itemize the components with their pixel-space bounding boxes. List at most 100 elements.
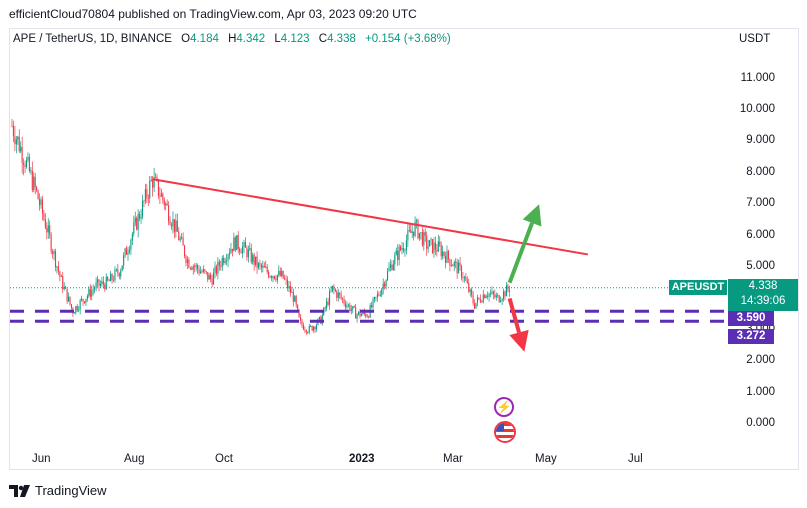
candle-body bbox=[353, 306, 355, 308]
candle-body bbox=[488, 293, 490, 297]
candle-body bbox=[102, 281, 104, 285]
candle-body bbox=[33, 176, 35, 190]
candle-body bbox=[417, 220, 419, 239]
candle-body bbox=[40, 199, 42, 205]
candle-body bbox=[371, 305, 373, 308]
candle-body bbox=[358, 311, 360, 315]
candle-body bbox=[350, 309, 352, 311]
candle-body bbox=[231, 248, 233, 252]
candle-body bbox=[433, 242, 435, 253]
candle-body bbox=[34, 176, 36, 188]
candle-body bbox=[400, 246, 402, 250]
candle-body bbox=[376, 294, 378, 298]
candle-body bbox=[98, 279, 100, 286]
candle-body bbox=[156, 177, 158, 180]
candle-body bbox=[11, 125, 13, 127]
candle-body bbox=[410, 230, 412, 233]
candle-body bbox=[273, 276, 275, 279]
candle-body bbox=[442, 251, 444, 257]
candle-body bbox=[379, 295, 381, 297]
candle-body bbox=[446, 250, 448, 263]
candle-body bbox=[305, 330, 307, 333]
candle-body bbox=[44, 219, 46, 229]
candle-body bbox=[307, 332, 309, 334]
candle-body bbox=[288, 285, 290, 289]
candle-body bbox=[402, 248, 405, 251]
candle-body bbox=[24, 165, 26, 168]
us-flag-event-icon[interactable] bbox=[494, 421, 516, 443]
candle-body bbox=[105, 276, 107, 290]
candle-body bbox=[458, 262, 460, 274]
candle-body bbox=[478, 297, 480, 299]
candle-body bbox=[295, 296, 297, 305]
bar-countdown: 14:39:06 bbox=[740, 295, 786, 307]
price-tick: 9.000 bbox=[746, 134, 775, 147]
candle-body bbox=[463, 277, 465, 279]
candle-body bbox=[301, 320, 303, 326]
candle-body bbox=[492, 291, 494, 295]
candle-body bbox=[56, 266, 58, 268]
candle-body bbox=[431, 239, 434, 253]
candle-body bbox=[472, 295, 474, 304]
lightning-event-icon[interactable]: ⚡ bbox=[494, 397, 514, 417]
candle-body bbox=[28, 156, 30, 172]
candle-body bbox=[407, 230, 409, 241]
candle-body bbox=[243, 242, 245, 247]
candle-body bbox=[53, 251, 55, 254]
candle-body bbox=[27, 156, 29, 160]
candle-body bbox=[260, 264, 262, 268]
candle-body bbox=[49, 225, 51, 235]
legend-open-label: O bbox=[181, 33, 191, 45]
candle-body bbox=[47, 225, 49, 233]
candle-body bbox=[184, 245, 186, 257]
candle-body bbox=[285, 279, 287, 280]
legend-high-label: H bbox=[228, 33, 237, 45]
candle-body bbox=[178, 231, 180, 241]
arrow-up-shaft bbox=[507, 222, 534, 284]
legend-symbol[interactable]: APE / TetherUS, 1D, BINANCE bbox=[13, 33, 172, 45]
candle-body bbox=[349, 304, 351, 311]
legend-close: 4.338 bbox=[327, 33, 356, 45]
candle-body bbox=[259, 263, 261, 265]
chart-frame bbox=[9, 28, 799, 470]
candle-body bbox=[500, 300, 502, 302]
support-level-tag-1: 3.590 bbox=[728, 311, 774, 326]
candle-body bbox=[466, 280, 468, 284]
currency-label[interactable]: USDT bbox=[739, 33, 771, 45]
candle-body bbox=[143, 200, 145, 202]
candle-body bbox=[313, 326, 315, 331]
candle-body bbox=[481, 301, 483, 303]
candle-body bbox=[344, 303, 347, 308]
candle-body bbox=[205, 271, 207, 273]
candle-body bbox=[405, 240, 407, 251]
candle-body bbox=[311, 325, 313, 331]
candle-body bbox=[150, 179, 152, 182]
tradingview-brand[interactable]: TradingView bbox=[9, 483, 107, 498]
legend-open: 4.184 bbox=[190, 33, 219, 45]
candle-body bbox=[387, 271, 389, 281]
candle-body bbox=[416, 220, 418, 222]
candle-body bbox=[366, 316, 368, 318]
candle-body bbox=[421, 232, 423, 246]
candle-body bbox=[381, 288, 383, 296]
candle-body bbox=[23, 163, 25, 166]
last-price: 4.338 bbox=[748, 280, 778, 292]
arrow-up-head bbox=[522, 204, 542, 227]
candle-body bbox=[414, 221, 416, 236]
candle-body bbox=[162, 193, 164, 200]
candle-body bbox=[462, 277, 464, 279]
drawings-group bbox=[10, 178, 726, 352]
candle-body bbox=[494, 294, 496, 298]
candle-body bbox=[388, 267, 390, 272]
candle-body bbox=[194, 266, 196, 268]
candle-body bbox=[372, 299, 374, 308]
candle-body bbox=[436, 249, 438, 252]
candle-body bbox=[304, 329, 306, 331]
price-tick: 6.000 bbox=[746, 228, 775, 241]
candle-body bbox=[43, 213, 45, 220]
candle-body bbox=[420, 232, 422, 233]
candle-body bbox=[237, 235, 239, 249]
candle-body bbox=[220, 265, 222, 267]
candle-body bbox=[12, 125, 14, 137]
